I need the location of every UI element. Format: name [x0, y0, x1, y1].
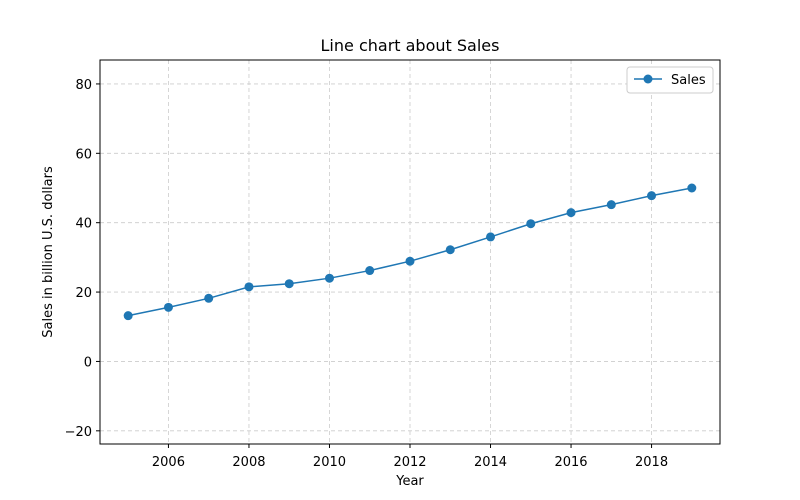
data-point	[606, 200, 616, 210]
x-tick-label: 2018	[635, 455, 668, 470]
y-tick-label: −20	[65, 425, 92, 440]
legend: Sales	[626, 66, 714, 94]
chart-title: Line chart about Sales	[321, 36, 500, 55]
x-tick-label: 2012	[393, 455, 426, 470]
data-point	[566, 208, 576, 218]
data-point	[324, 273, 334, 283]
data-point	[284, 279, 294, 289]
legend-label-sales: Sales	[671, 73, 706, 88]
series-layer	[123, 183, 697, 321]
data-point	[647, 191, 657, 201]
x-tick-label: 2016	[554, 455, 587, 470]
data-point	[123, 311, 133, 321]
y-tick-label: 60	[75, 147, 92, 162]
data-point	[687, 183, 697, 193]
data-point	[204, 293, 214, 303]
x-tick-label: 2006	[152, 455, 185, 470]
data-point	[365, 266, 375, 276]
y-tick-label: 20	[75, 286, 92, 301]
x-tick-label: 2014	[474, 455, 507, 470]
tick-layer: 2006 2008 2010 2012 2014 2016 2018 −20 0 20 40 60 80	[65, 78, 669, 470]
data-point	[405, 256, 415, 266]
legend-box	[626, 66, 714, 94]
y-tick-label: 40	[75, 217, 92, 232]
y-axis-title: Sales in billion U.S. dollars	[41, 166, 56, 338]
y-tick-label: 0	[84, 355, 92, 370]
data-point	[526, 219, 536, 229]
legend-marker-sales	[643, 74, 653, 84]
data-point	[163, 302, 173, 312]
data-point	[486, 232, 496, 242]
grid-layer	[100, 60, 720, 444]
x-axis-title: Year	[395, 474, 424, 489]
y-tick-label: 80	[75, 78, 92, 93]
data-point	[244, 282, 254, 292]
x-tick-label: 2008	[232, 455, 265, 470]
data-point	[445, 245, 455, 255]
x-tick-label: 2010	[313, 455, 346, 470]
